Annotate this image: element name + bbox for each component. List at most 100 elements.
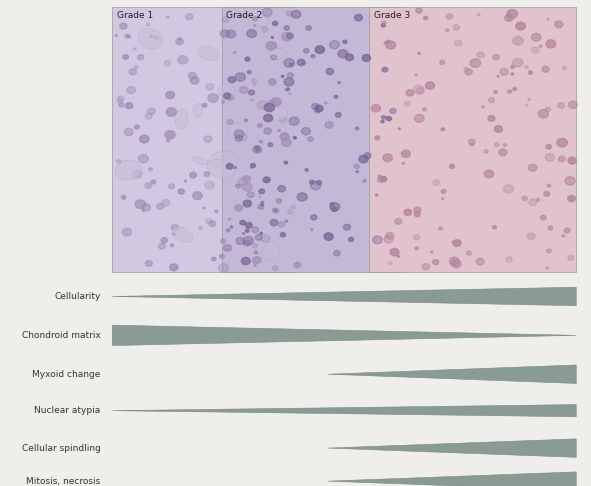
Circle shape [161,238,167,243]
Circle shape [306,26,311,30]
Circle shape [242,183,252,191]
Polygon shape [112,404,576,417]
Circle shape [220,239,226,243]
Circle shape [315,46,324,53]
Circle shape [241,258,250,265]
Circle shape [562,235,564,237]
Circle shape [503,144,506,146]
Circle shape [157,203,164,209]
Circle shape [190,173,197,178]
Circle shape [527,233,535,240]
Circle shape [452,260,461,268]
Circle shape [516,22,525,30]
Circle shape [176,38,183,45]
Circle shape [142,209,144,211]
Circle shape [511,66,514,69]
Circle shape [381,24,385,27]
Circle shape [343,40,347,43]
Circle shape [395,219,402,225]
Circle shape [569,101,577,108]
Circle shape [446,29,449,32]
Circle shape [254,251,258,254]
Circle shape [310,180,314,184]
Circle shape [178,55,188,64]
Ellipse shape [270,107,288,121]
Circle shape [308,137,313,141]
Circle shape [252,243,257,248]
Circle shape [511,73,514,75]
Circle shape [226,94,234,100]
Circle shape [239,87,248,93]
Circle shape [378,177,384,183]
Circle shape [453,25,460,30]
Circle shape [291,10,301,18]
Circle shape [324,233,333,241]
Circle shape [202,104,207,107]
Circle shape [564,228,570,233]
Circle shape [470,143,473,146]
Circle shape [261,204,263,206]
Circle shape [249,90,254,95]
Circle shape [354,164,359,169]
Circle shape [234,130,244,138]
Circle shape [206,219,212,224]
Circle shape [330,203,340,211]
Circle shape [261,201,264,204]
Circle shape [383,154,392,162]
Circle shape [500,69,508,75]
Circle shape [542,66,549,72]
Circle shape [441,128,444,131]
Circle shape [289,117,299,125]
Circle shape [531,47,538,53]
Circle shape [528,71,532,74]
Text: Cellular spindling: Cellular spindling [22,444,100,452]
Circle shape [568,157,576,164]
Circle shape [355,127,359,130]
Polygon shape [112,325,576,346]
Circle shape [512,58,523,67]
Circle shape [118,96,124,101]
Circle shape [402,162,404,164]
Circle shape [170,244,174,247]
Circle shape [271,98,281,106]
Circle shape [349,237,353,242]
Circle shape [122,228,132,236]
Circle shape [255,146,258,148]
Circle shape [364,153,371,158]
Circle shape [132,170,142,178]
Circle shape [178,189,184,194]
Circle shape [546,144,551,149]
Ellipse shape [193,157,208,164]
Circle shape [252,227,259,233]
Circle shape [454,40,462,46]
Circle shape [565,177,575,185]
Circle shape [170,264,178,271]
Circle shape [356,171,358,173]
Circle shape [373,236,382,244]
Circle shape [189,72,196,79]
Circle shape [279,117,287,123]
Circle shape [546,267,548,269]
Circle shape [330,203,334,206]
Circle shape [253,84,255,86]
Circle shape [253,146,262,153]
Circle shape [254,25,255,27]
Circle shape [363,180,366,182]
Circle shape [145,260,152,266]
Circle shape [390,248,399,256]
Circle shape [441,190,446,193]
Circle shape [546,40,556,48]
Circle shape [226,30,236,38]
Circle shape [219,264,229,272]
Circle shape [280,133,289,140]
Circle shape [264,114,272,122]
Text: Mitosis, necrosis: Mitosis, necrosis [26,477,100,486]
Circle shape [423,108,427,111]
Circle shape [256,148,259,151]
Circle shape [375,194,378,196]
Circle shape [203,207,205,209]
Circle shape [264,103,274,112]
Circle shape [406,89,414,96]
Circle shape [287,73,294,78]
Circle shape [164,61,171,66]
